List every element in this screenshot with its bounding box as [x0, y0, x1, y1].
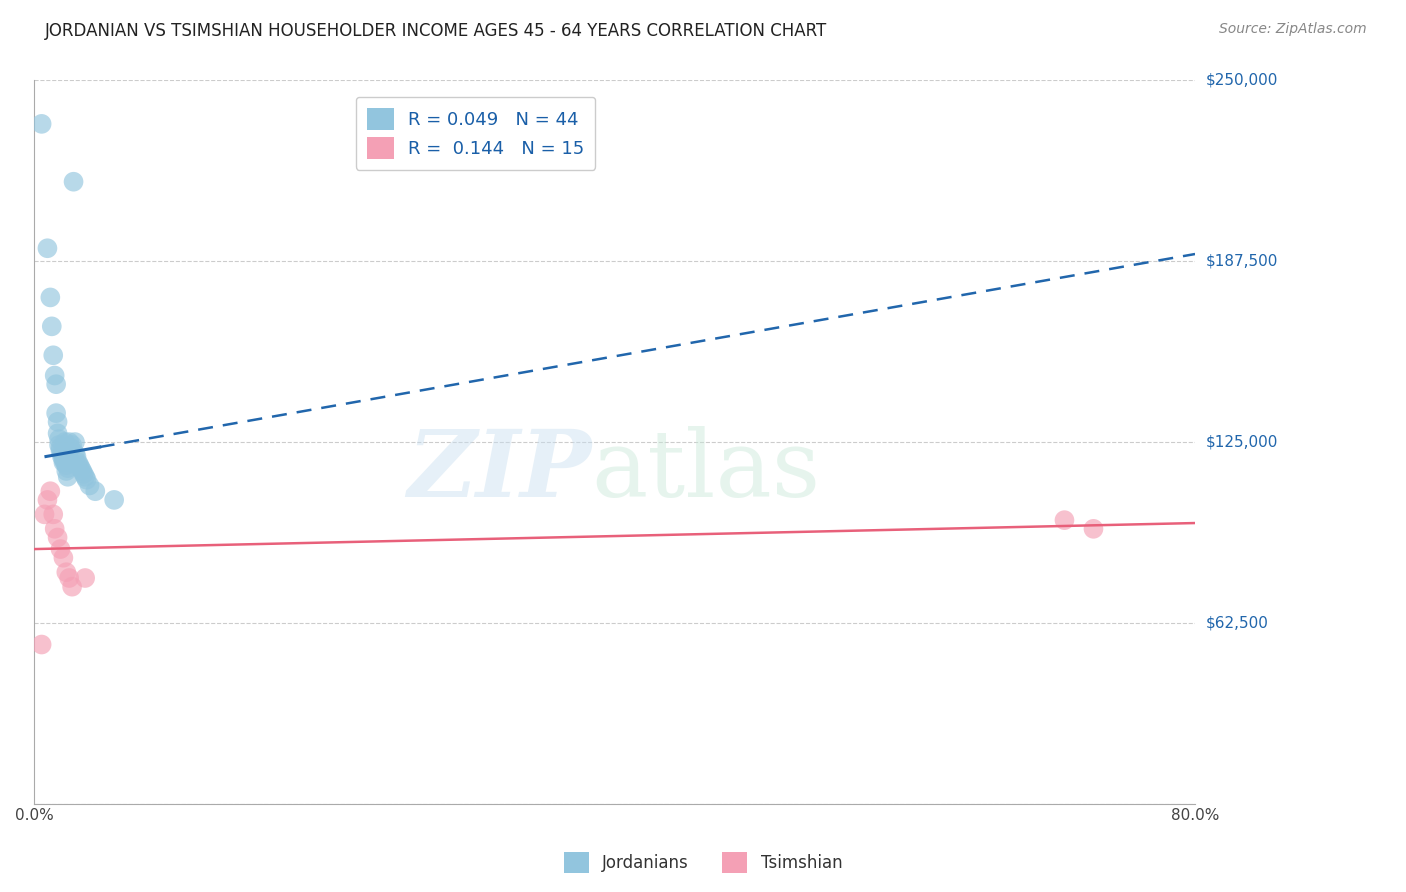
Legend: R = 0.049   N = 44, R =  0.144   N = 15: R = 0.049 N = 44, R = 0.144 N = 15: [356, 96, 595, 169]
Point: [58, 435, 80, 450]
Point: [63, 447, 86, 461]
Point: [51, 447, 73, 461]
Point: [45, 377, 67, 392]
Point: [69, 461, 91, 475]
Point: [49, 441, 72, 455]
Point: [103, 492, 125, 507]
Point: [46, 426, 69, 441]
Point: [84, 484, 107, 499]
Point: [51, 450, 73, 464]
Point: [60, 580, 83, 594]
Point: [55, 464, 77, 478]
Text: $62,500: $62,500: [1206, 615, 1270, 631]
Point: [56, 469, 79, 483]
Point: [56, 461, 79, 475]
Point: [48, 438, 70, 452]
Point: [55, 458, 77, 473]
Point: [44, 522, 66, 536]
Point: [52, 455, 75, 469]
Point: [75, 469, 97, 483]
Point: [41, 319, 63, 334]
Point: [58, 452, 80, 467]
Point: [65, 450, 87, 464]
Text: ZIP: ZIP: [408, 426, 592, 516]
Point: [59, 455, 82, 469]
Point: [58, 571, 80, 585]
Point: [60, 438, 83, 452]
Point: [31, 117, 53, 131]
Point: [39, 290, 62, 304]
Point: [72, 464, 94, 478]
Point: [48, 432, 70, 446]
Point: [53, 455, 76, 469]
Point: [37, 492, 59, 507]
Point: [45, 406, 67, 420]
Text: $187,500: $187,500: [1206, 253, 1278, 268]
Point: [1083, 522, 1105, 536]
Point: [59, 441, 82, 455]
Point: [67, 458, 90, 473]
Point: [75, 571, 97, 585]
Text: JORDANIAN VS TSIMSHIAN HOUSEHOLDER INCOME AGES 45 - 64 YEARS CORRELATION CHART: JORDANIAN VS TSIMSHIAN HOUSEHOLDER INCOM…: [45, 22, 827, 40]
Legend: Jordanians, Tsimshian: Jordanians, Tsimshian: [557, 846, 849, 880]
Point: [39, 484, 62, 499]
Point: [53, 435, 76, 450]
Point: [53, 443, 76, 458]
Point: [42, 348, 65, 362]
Text: $125,000: $125,000: [1206, 434, 1278, 450]
Point: [46, 415, 69, 429]
Point: [44, 368, 66, 383]
Point: [73, 467, 96, 481]
Point: [42, 508, 65, 522]
Point: [31, 638, 53, 652]
Point: [49, 542, 72, 557]
Point: [49, 443, 72, 458]
Point: [66, 455, 89, 469]
Point: [55, 565, 77, 579]
Text: $250,000: $250,000: [1206, 73, 1278, 88]
Point: [62, 175, 84, 189]
Point: [34, 508, 56, 522]
Point: [52, 550, 75, 565]
Point: [46, 531, 69, 545]
Point: [37, 241, 59, 255]
Point: [63, 435, 86, 450]
Point: [76, 473, 98, 487]
Text: Source: ZipAtlas.com: Source: ZipAtlas.com: [1219, 22, 1367, 37]
Text: atlas: atlas: [592, 426, 821, 516]
Point: [79, 478, 101, 492]
Point: [1053, 513, 1076, 527]
Point: [52, 452, 75, 467]
